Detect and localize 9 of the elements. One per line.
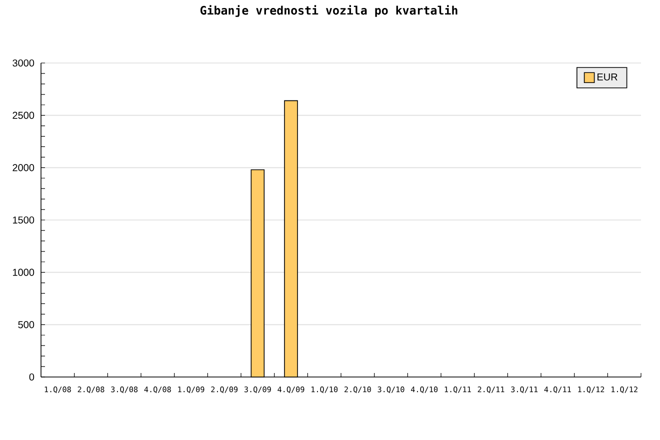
y-tick-label: 3000 bbox=[12, 59, 34, 67]
y-tick-label: 1000 bbox=[13, 268, 34, 276]
legend-label: EUR bbox=[598, 73, 618, 80]
y-tick-label: 2000 bbox=[12, 164, 34, 172]
y-tick-label: 0 bbox=[29, 373, 34, 381]
chart-title: Gibanje vrednosti vozila po kvartalih bbox=[200, 5, 458, 17]
y-tick-label: 500 bbox=[18, 321, 34, 328]
y-tick-label: 2500 bbox=[12, 112, 34, 119]
y-tick-label: 1500 bbox=[13, 216, 34, 224]
